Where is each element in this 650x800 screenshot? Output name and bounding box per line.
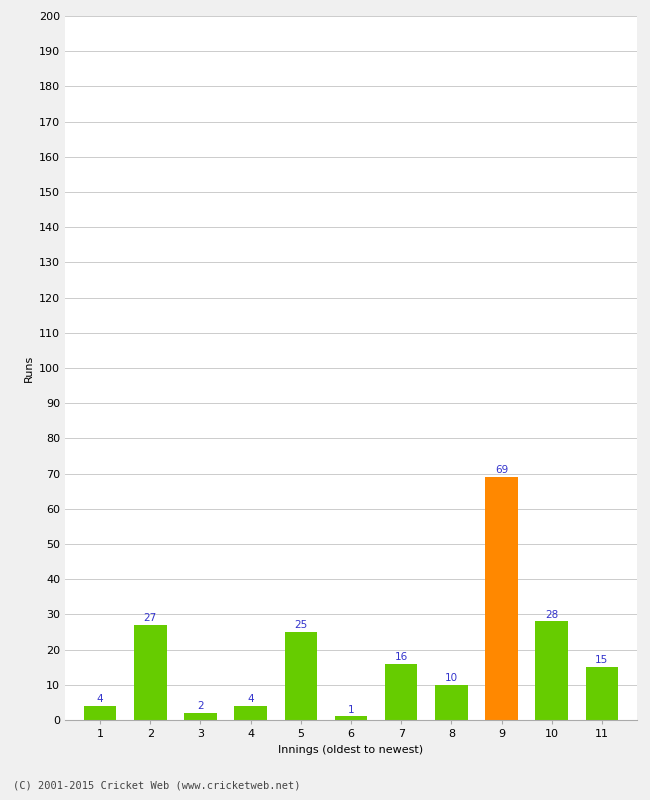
Bar: [235, 706, 267, 720]
Bar: [285, 632, 317, 720]
Bar: [435, 685, 467, 720]
Text: 28: 28: [545, 610, 558, 620]
Bar: [184, 713, 217, 720]
Bar: [536, 622, 568, 720]
Text: (C) 2001-2015 Cricket Web (www.cricketweb.net): (C) 2001-2015 Cricket Web (www.cricketwe…: [13, 781, 300, 790]
Text: 25: 25: [294, 620, 307, 630]
Text: 15: 15: [595, 655, 608, 666]
Text: 69: 69: [495, 466, 508, 475]
Text: 10: 10: [445, 673, 458, 683]
Bar: [385, 664, 417, 720]
Y-axis label: Runs: Runs: [23, 354, 33, 382]
Bar: [84, 706, 116, 720]
Text: 1: 1: [348, 705, 354, 714]
Text: 4: 4: [97, 694, 103, 704]
X-axis label: Innings (oldest to newest): Innings (oldest to newest): [278, 745, 424, 754]
Bar: [485, 477, 518, 720]
Text: 16: 16: [395, 652, 408, 662]
Bar: [134, 625, 166, 720]
Text: 27: 27: [144, 613, 157, 623]
Text: 4: 4: [248, 694, 254, 704]
Bar: [586, 667, 618, 720]
Text: 2: 2: [197, 701, 204, 711]
Bar: [335, 717, 367, 720]
